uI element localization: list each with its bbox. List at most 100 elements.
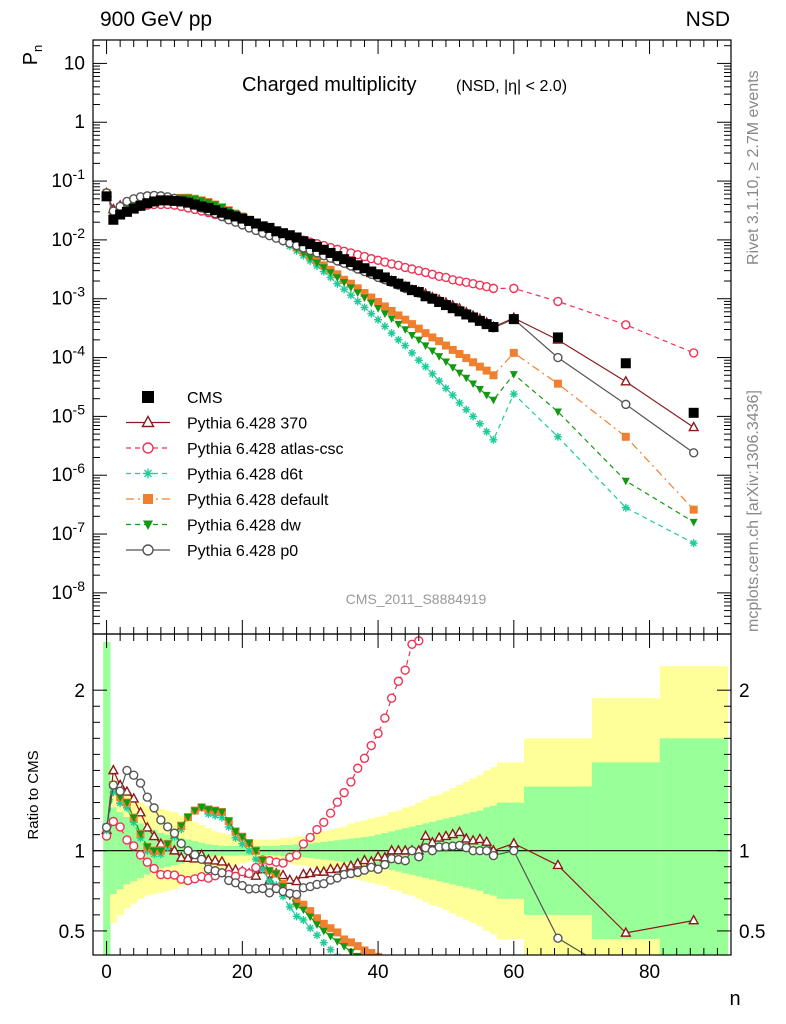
ratio-point-pythia-6-428-dw-21: [245, 839, 254, 848]
point-cms-6: [142, 198, 153, 209]
ratio-point-pythia-6-428-370-5: [134, 806, 147, 817]
point-cms-0: [101, 191, 112, 202]
point-pythia-6-428-default-41: [380, 302, 389, 311]
point-pythia-6-428-default-61: [689, 505, 698, 514]
plot-subtitle: (NSD, |η| < 2.0): [456, 78, 567, 95]
ratio-point-pythia-6-428-dw-33: [326, 933, 335, 941]
point-pythia-6-428-d6t-57: [489, 435, 498, 444]
point-cms-48: [427, 293, 438, 304]
point-pythia-6-428-default-60: [621, 432, 630, 441]
point-pythia-6-428-atlas-csc-61: [688, 348, 699, 358]
point-cms-14: [196, 201, 207, 212]
legend-item-cms: CMS: [142, 390, 223, 407]
ratio-point-pythia-6-428-atlas-csc-36: [346, 777, 356, 787]
point-pythia-6-428-dw-57: [489, 396, 498, 405]
ratio-point-pythia-6-428-p0-14: [196, 854, 207, 865]
ratio-frame: [92, 633, 732, 956]
ratio-panel-series: [93, 634, 731, 955]
point-cms-26: [278, 228, 289, 239]
point-cms-38: [359, 263, 370, 274]
point-pythia-6-428-dw-35: [340, 279, 349, 287]
ratio-point-pythia-6-428-d6t-3: [122, 803, 131, 812]
ratio-point-pythia-6-428-370-26: [277, 869, 289, 880]
ratio-point-pythia-6-428-dw-18: [224, 817, 233, 826]
point-pythia-6-428-d6t-43: [394, 335, 403, 344]
point-cms-43: [393, 278, 404, 289]
ratio-point-pythia-6-428-370-10: [168, 844, 181, 855]
ratio-point-pythia-6-428-p0-41: [380, 859, 390, 870]
main-y-tick-label: 10-4: [51, 343, 85, 369]
point-pythia-6-428-default-51: [448, 345, 457, 354]
legend: CMS Pythia 6.428 370 Pythia 6.428 atlas-cs…: [126, 390, 344, 560]
point-pythia-6-428-default-53: [462, 354, 471, 363]
ratio-point-pythia-6-428-370-4: [128, 792, 140, 803]
point-pythia-6-428-p0-60: [621, 399, 631, 410]
ratio-point-pythia-6-428-370-47: [419, 829, 432, 840]
point-pythia-6-428-atlas-csc-58: [509, 283, 519, 294]
ratio-point-pythia-6-428-370-56: [481, 835, 493, 846]
ratio-point-pythia-6-428-dw-29: [299, 906, 308, 915]
ratio-point-pythia-6-428-p0-9: [162, 822, 173, 832]
ratio-point-pythia-6-428-atlas-csc-22: [251, 862, 261, 873]
ratio-series-pythia-6-428-p0: [101, 765, 587, 955]
ratio-point-pythia-6-428-370-42: [386, 844, 398, 855]
point-pythia-6-428-dw-54: [469, 380, 478, 389]
point-pythia-6-428-d6t-34: [333, 279, 342, 288]
point-pythia-6-428-atlas-csc-60: [621, 320, 631, 330]
point-pythia-6-428-d6t-54: [469, 412, 478, 421]
ratio-point-pythia-6-428-p0-24: [264, 888, 275, 898]
ratio-point-pythia-6-428-370-38: [358, 854, 371, 865]
main-panel-series: [100, 187, 700, 548]
ratio-point-pythia-6-428-atlas-csc-10: [169, 870, 180, 880]
ratio-point-pythia-6-428-atlas-csc-41: [380, 713, 390, 723]
ratio-point-pythia-6-428-d6t-2: [116, 799, 125, 808]
ratio-point-pythia-6-428-dw-6: [143, 843, 152, 852]
ratio-point-pythia-6-428-dw-14: [197, 804, 206, 812]
ratio-point-pythia-6-428-370-55: [474, 832, 486, 844]
ratio-point-pythia-6-428-atlas-csc-43: [393, 676, 404, 686]
point-pythia-6-428-d6t-41: [380, 322, 389, 331]
main-y-tick-label: 10-2: [51, 225, 85, 251]
point-cms-33: [325, 247, 336, 258]
ratio-point-pythia-6-428-p0-13: [190, 849, 200, 860]
point-cms-2: [115, 209, 126, 220]
ratio-point-pythia-6-428-atlas-csc-40: [373, 728, 383, 739]
ratio-point-pythia-6-428-370-53: [460, 832, 472, 843]
ratio-point-pythia-6-428-default-39: [367, 949, 376, 955]
point-pythia-6-428-atlas-csc-57: [488, 283, 499, 294]
point-cms-46: [413, 287, 424, 298]
legend-item-pythia-6-428-370: Pythia 6.428 370: [126, 415, 307, 433]
ratio-point-pythia-6-428-default-30: [306, 907, 315, 916]
point-pythia-6-428-default-47: [421, 329, 430, 338]
ratio-point-pythia-6-428-dw-7: [150, 847, 159, 856]
ratio-point-pythia-6-428-p0-58: [509, 845, 519, 856]
x-tick-label: 0: [101, 962, 112, 983]
ratio-point-pythia-6-428-d6t-33: [326, 945, 335, 954]
point-cms-13: [189, 199, 200, 210]
point-pythia-6-428-dw-60: [621, 477, 630, 486]
point-pythia-6-428-default-43: [394, 311, 403, 320]
ratio-point-pythia-6-428-370-33: [324, 863, 337, 874]
point-pythia-6-428-dw-34: [333, 274, 342, 282]
ratio-point-pythia-6-428-dw-12: [184, 813, 193, 822]
ratio-point-pythia-6-428-370-11: [175, 851, 187, 862]
point-cms-37: [352, 260, 363, 271]
point-cms-19: [230, 211, 241, 222]
ratio-point-pythia-6-428-d6t-19: [231, 833, 240, 842]
band-inner-0: [103, 642, 111, 955]
main-y-tick-label: 10-5: [51, 401, 85, 427]
point-pythia-6-428-d6t-56: [482, 427, 491, 436]
point-pythia-6-428-default-44: [401, 315, 410, 324]
ratio-point-pythia-6-428-default-36: [346, 938, 355, 947]
point-cms-53: [461, 309, 472, 320]
point-cms-23: [257, 221, 268, 232]
legend-label-cms: CMS: [187, 390, 223, 407]
legend-marker-cms: [142, 391, 154, 403]
point-cms-34: [332, 251, 343, 262]
ratio-point-pythia-6-428-dw-3: [122, 799, 131, 807]
ratio-point-pythia-6-428-dw-24: [265, 867, 274, 876]
point-pythia-6-428-default-37: [353, 284, 362, 293]
point-pythia-6-428-dw-38: [360, 294, 369, 303]
point-cms-25: [271, 226, 282, 237]
ratio-y-tick-label-right: 0.5: [739, 922, 765, 943]
